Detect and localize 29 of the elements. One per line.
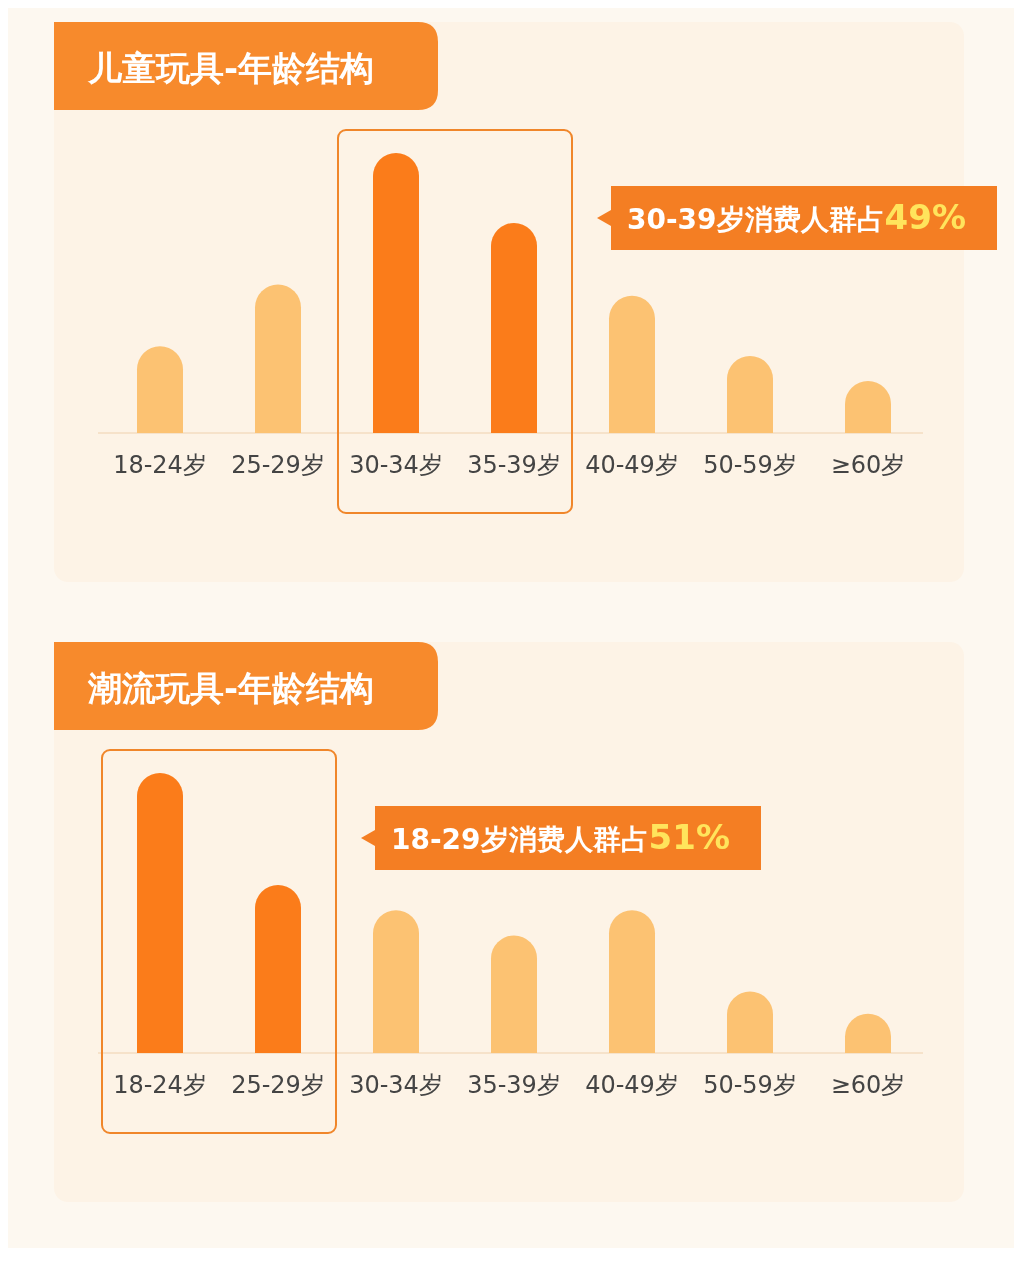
x-tick-label: 50-59岁: [703, 1071, 797, 1099]
bar: [727, 356, 773, 433]
annotation: 30-39岁消费人群占49%: [627, 197, 966, 237]
x-tick-label: 35-39岁: [467, 451, 561, 479]
bar: [255, 885, 301, 1053]
x-tick-label: 25-29岁: [231, 1071, 325, 1099]
bar: [491, 223, 537, 433]
x-tick-label: 18-24岁: [113, 451, 207, 479]
bar: [373, 910, 419, 1053]
x-tick-label: 40-49岁: [585, 1071, 679, 1099]
bar: [137, 773, 183, 1053]
bar: [491, 935, 537, 1053]
bar: [137, 346, 183, 433]
chart-title: 潮流玩具-年龄结构: [87, 668, 375, 708]
x-tick-label: 50-59岁: [703, 451, 797, 479]
bar: [609, 910, 655, 1053]
bar: [373, 153, 419, 433]
x-tick-label: 35-39岁: [467, 1071, 561, 1099]
x-tick-label: 25-29岁: [231, 451, 325, 479]
annotation: 18-29岁消费人群占51%: [391, 817, 730, 857]
x-tick-label: 18-24岁: [113, 1071, 207, 1099]
chart-title: 儿童玩具-年龄结构: [87, 48, 375, 88]
bar: [609, 295, 655, 433]
x-tick-label: ≥60岁: [830, 1071, 906, 1099]
x-tick-label: 40-49岁: [585, 451, 679, 479]
x-tick-label: 30-34岁: [349, 451, 443, 479]
x-tick-label: 30-34岁: [349, 1071, 443, 1099]
x-tick-label: ≥60岁: [830, 451, 906, 479]
bar: [255, 284, 301, 433]
